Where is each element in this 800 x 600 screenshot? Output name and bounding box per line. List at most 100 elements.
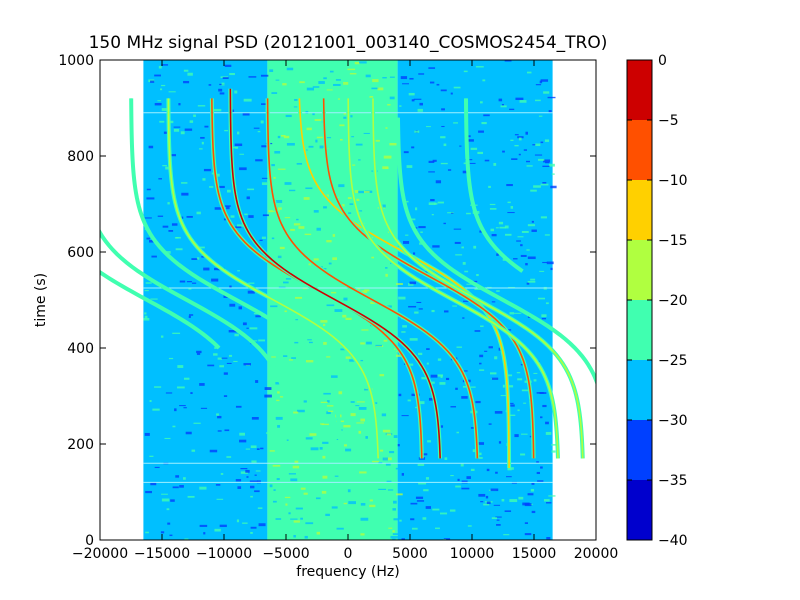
heatmap-speckle [422, 517, 427, 520]
heatmap-speckle [154, 74, 161, 77]
heatmap-speckle [307, 339, 312, 341]
heatmap-speckle [535, 99, 541, 102]
heatmap-speckle [387, 104, 391, 106]
doppler-trace-7 [321, 98, 536, 459]
doppler-trace-core [322, 98, 535, 459]
heatmap-speckle [509, 499, 518, 503]
colorbar-band-5 [627, 180, 652, 240]
heatmap-speckle [463, 70, 468, 73]
heatmap-speckle [526, 165, 533, 167]
heatmap-speckle [392, 533, 399, 535]
heatmap-speckle [314, 119, 322, 121]
heatmap-speckle [450, 92, 453, 95]
heatmap-speckle [316, 531, 321, 535]
heatmap-speckle [385, 305, 392, 308]
heatmap-speckle [459, 145, 462, 147]
heatmap-speckle [358, 159, 361, 161]
heatmap-speckle [397, 444, 400, 447]
heatmap-speckle [541, 317, 547, 320]
heatmap-speckle [279, 396, 286, 398]
heatmap-speckle [541, 314, 547, 317]
heatmap-speckle [509, 312, 515, 315]
x-axis-ticks: −20000 −15000 −10000 −5000 0 5000 10000 15000 20… [72, 60, 618, 562]
heatmap-speckle [348, 501, 356, 505]
heatmap-speckle [457, 478, 460, 482]
heatmap-speckle [175, 236, 181, 239]
heatmap-speckle [226, 456, 232, 458]
heatmap-speckle [358, 430, 362, 434]
heatmap-speckle [216, 413, 219, 416]
heatmap-speckle [331, 506, 338, 509]
heatmap-speckle [315, 497, 321, 500]
heatmap-speckle [229, 285, 232, 288]
heatmap-speckle [527, 224, 536, 227]
heatmap-speckle [462, 317, 465, 319]
heatmap-speckle [316, 227, 321, 231]
heatmap-speckle [539, 392, 547, 394]
heatmap-speckle [351, 136, 355, 138]
heatmap-speckle [299, 81, 305, 84]
heatmap-speckle [189, 120, 194, 123]
heatmap-speckle [160, 88, 163, 91]
heatmap-speckle [196, 257, 200, 260]
heatmap-speckle [249, 327, 258, 330]
heatmap-speckle [270, 305, 278, 308]
heatmap-speckle [167, 522, 171, 525]
heatmap-speckle [244, 213, 248, 216]
heatmap-speckle [211, 278, 219, 282]
heatmap-speckle [285, 503, 288, 506]
heatmap-speckle [491, 377, 499, 380]
heatmap-speckle [408, 218, 416, 221]
heatmap-speckle [378, 488, 387, 490]
heatmap-speckle [378, 449, 384, 452]
heatmap-speckle [290, 478, 298, 482]
heatmap-speckle [236, 224, 244, 227]
heatmap-speckle [261, 182, 268, 186]
plot-area: −20000 −15000 −10000 −5000 0 5000 10000 15000 20… [58, 53, 618, 562]
heatmap-speckle [188, 314, 194, 316]
doppler-trace-2 [166, 98, 381, 459]
heatmap-speckle [273, 210, 276, 212]
colorbar-tick-label: −15 [658, 233, 688, 249]
heatmap-speckle [338, 184, 345, 188]
heatmap-speckle [146, 237, 151, 240]
heatmap-speckle [525, 263, 528, 266]
heatmap-speckle [416, 500, 425, 502]
heatmap-speckle [322, 475, 328, 479]
heatmap-speckle [435, 527, 440, 530]
heatmap-speckle [383, 155, 392, 159]
heatmap-speckle [366, 341, 372, 345]
x-tick-label: 10000 [450, 546, 495, 562]
heatmap-speckle [526, 282, 530, 285]
heatmap-speckle [284, 310, 287, 313]
heatmap-speckle [306, 127, 312, 131]
y-tick-label: 800 [67, 149, 94, 165]
heatmap-speckle [533, 379, 537, 382]
colorbar-bands [627, 60, 652, 540]
heatmap-speckle [295, 507, 303, 510]
heatmap-speckle [233, 226, 242, 229]
heatmap-speckle [239, 439, 247, 443]
heatmap-speckle [379, 374, 385, 377]
heatmap-speckle [361, 290, 368, 294]
heatmap-speckle [284, 496, 291, 499]
heatmap-speckle [518, 153, 521, 156]
heatmap-speckle [305, 187, 313, 190]
heatmap-speckle [443, 143, 447, 147]
heatmap-speckle [258, 339, 266, 342]
heatmap-speckle [509, 108, 515, 111]
heatmap-speckle [173, 128, 180, 132]
heatmap-speckle [475, 66, 484, 68]
x-tick-label: −15000 [134, 546, 190, 562]
heatmap-speckle [375, 344, 383, 347]
heatmap-speckle [163, 131, 170, 134]
heatmap-speckle [355, 405, 360, 407]
heatmap-speckle [462, 385, 468, 388]
heatmap-speckle [145, 490, 152, 494]
heatmap-speckle [162, 165, 167, 167]
heatmap-speckle [498, 221, 504, 225]
heatmap-speckle [326, 304, 335, 307]
doppler-trace-8 [346, 98, 560, 459]
heatmap-speckle [260, 120, 264, 124]
